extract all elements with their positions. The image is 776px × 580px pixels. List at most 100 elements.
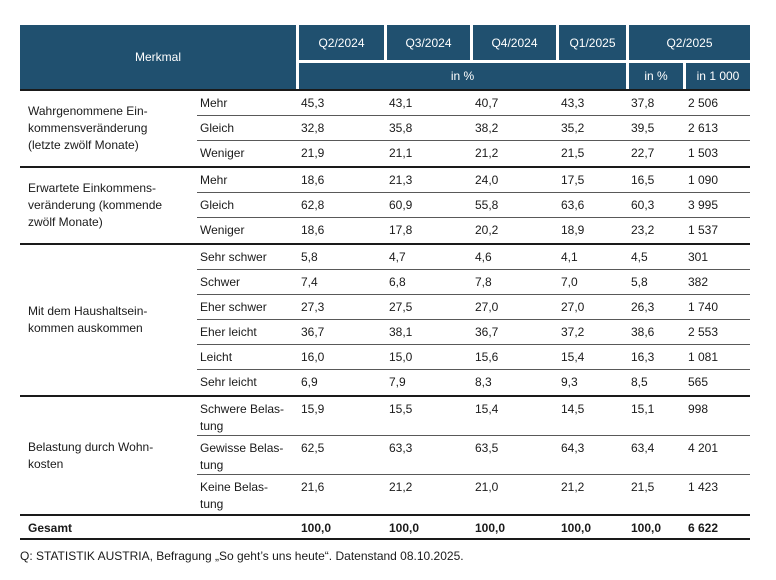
total-value-cell: 100,0 xyxy=(475,521,506,535)
value-cell: 4,5 xyxy=(631,250,648,264)
table-header: Merkmal Q2/2024 Q3/2024 Q4/2024 Q1/2025 … xyxy=(20,25,750,91)
table-row: Sehr leicht 6,9 7,9 8,3 9,3 8,5 565 xyxy=(197,370,750,395)
group-rows: Schwere Belas- tung 15,9 15,5 15,4 14,5 15,1 9… xyxy=(197,397,750,514)
value-cell: 14,5 xyxy=(561,402,585,416)
group-rows: Sehr schwer 5,8 4,7 4,6 4,1 4,5 301 Schwer 7,4 6,… xyxy=(197,245,750,395)
value-cell: 24,0 xyxy=(475,173,499,187)
value-cell: 22,7 xyxy=(631,146,655,160)
table-row: Keine Belas- tung 21,6 21,2 21,0 21,2 21,5 1 4… xyxy=(197,475,750,514)
merkmal-group: Mit dem Haushaltsein- kommen auskommen Se… xyxy=(20,245,750,397)
group-label: Erwartete Einkommens- veränderung (komme… xyxy=(28,181,163,229)
row-label: Sehr leicht xyxy=(200,375,257,389)
value-cell: 37,2 xyxy=(561,325,585,339)
table-body: Wahrgenommene Ein- kommensveränderung (l… xyxy=(20,91,750,516)
value-cell: 63,6 xyxy=(561,198,585,212)
value-cell: 15,4 xyxy=(475,402,499,416)
value-cell: 16,5 xyxy=(631,173,655,187)
value-cell: 15,1 xyxy=(631,402,655,416)
row-label: Eher leicht xyxy=(200,325,257,339)
value-cell: 15,4 xyxy=(561,350,585,364)
value-cell: 62,8 xyxy=(301,198,325,212)
row-label: Weniger xyxy=(200,146,245,160)
value-cell: 382 xyxy=(688,275,709,289)
value-cell: 1 537 xyxy=(688,223,719,237)
row-label: Gleich xyxy=(200,198,235,212)
row-label: Eher schwer xyxy=(200,300,267,314)
table-row: Gewisse Belas- tung 62,5 63,3 63,5 64,3 63,4 4… xyxy=(197,436,750,475)
header-unit-percent-q2-2025: in % xyxy=(626,60,683,89)
value-cell: 4,6 xyxy=(475,250,492,264)
value-cell: 21,2 xyxy=(389,480,413,494)
value-cell: 43,3 xyxy=(561,96,585,110)
value-cell: 27,3 xyxy=(301,300,325,314)
value-cell: 16,3 xyxy=(631,350,655,364)
value-cell: 565 xyxy=(688,375,709,389)
merkmal-group: Wahrgenommene Ein- kommensveränderung (l… xyxy=(20,91,750,168)
total-value-cell: 100,0 xyxy=(301,521,332,535)
value-cell: 6,9 xyxy=(301,375,318,389)
value-cell: 18,6 xyxy=(301,223,325,237)
value-cell: 1 503 xyxy=(688,146,719,160)
value-cell: 21,3 xyxy=(389,173,413,187)
value-cell: 45,3 xyxy=(301,96,325,110)
value-cell: 21,6 xyxy=(301,480,325,494)
group-label: Belastung durch Wohn- kosten xyxy=(28,439,154,471)
value-cell: 7,9 xyxy=(389,375,406,389)
table-row: Mehr 18,6 21,3 24,0 17,5 16,5 1 090 xyxy=(197,168,750,193)
value-cell: 21,1 xyxy=(389,146,413,160)
value-cell: 64,3 xyxy=(561,441,585,455)
value-cell: 27,0 xyxy=(475,300,499,314)
total-value-cell: 100,0 xyxy=(631,521,662,535)
value-cell: 18,6 xyxy=(301,173,325,187)
header-q2-2024: Q2/2024 xyxy=(296,25,384,60)
value-cell: 36,7 xyxy=(475,325,499,339)
header-merkmal: Merkmal xyxy=(20,25,296,89)
row-label: Schwer xyxy=(200,275,241,289)
group-rows: Mehr 45,3 43,1 40,7 43,3 37,8 2 506 Gleich 32,8 3… xyxy=(197,91,750,166)
value-cell: 1 423 xyxy=(688,480,719,494)
table-row: Eher leicht 36,7 38,1 36,7 37,2 38,6 2 553 xyxy=(197,320,750,345)
value-cell: 3 995 xyxy=(688,198,719,212)
value-cell: 39,5 xyxy=(631,121,655,135)
value-cell: 37,8 xyxy=(631,96,655,110)
value-cell: 55,8 xyxy=(475,198,499,212)
value-cell: 36,7 xyxy=(301,325,325,339)
value-cell: 21,0 xyxy=(475,480,499,494)
value-cell: 17,5 xyxy=(561,173,585,187)
row-label: Gleich xyxy=(200,121,235,135)
value-cell: 998 xyxy=(688,402,709,416)
value-cell: 8,5 xyxy=(631,375,648,389)
source-note: Q: STATISTIK AUSTRIA, Befragung „So geht… xyxy=(20,549,464,563)
value-cell: 38,6 xyxy=(631,325,655,339)
value-cell: 62,5 xyxy=(301,441,325,455)
value-cell: 8,3 xyxy=(475,375,492,389)
value-cell: 63,5 xyxy=(475,441,499,455)
value-cell: 20,2 xyxy=(475,223,499,237)
row-label: Mehr xyxy=(200,96,228,110)
header-q2-2025: Q2/2025 xyxy=(626,25,750,60)
value-cell: 15,6 xyxy=(475,350,499,364)
value-cell: 4 201 xyxy=(688,441,719,455)
value-cell: 2 553 xyxy=(688,325,719,339)
value-cell: 21,9 xyxy=(301,146,325,160)
header-q4-2024: Q4/2024 xyxy=(470,25,556,60)
group-rows: Mehr 18,6 21,3 24,0 17,5 16,5 1 090 Gleich 62,8 6… xyxy=(197,168,750,243)
value-cell: 9,3 xyxy=(561,375,578,389)
value-cell: 35,2 xyxy=(561,121,585,135)
table-row: Gleich 32,8 35,8 38,2 35,2 39,5 2 613 xyxy=(197,116,750,141)
value-cell: 38,2 xyxy=(475,121,499,135)
value-cell: 5,8 xyxy=(631,275,648,289)
total-value-cell: 100,0 xyxy=(561,521,592,535)
value-cell: 63,4 xyxy=(631,441,655,455)
row-label: Leicht xyxy=(200,350,233,364)
total-value-cell: 100,0 xyxy=(389,521,420,535)
value-cell: 21,2 xyxy=(561,480,585,494)
value-cell: 7,8 xyxy=(475,275,492,289)
table-row: Eher schwer 27,3 27,5 27,0 27,0 26,3 1 740 xyxy=(197,295,750,320)
value-cell: 4,7 xyxy=(389,250,406,264)
value-cell: 26,3 xyxy=(631,300,655,314)
value-cell: 27,5 xyxy=(389,300,413,314)
total-row: Gesamt 100,0 100,0 100,0 100,0 100,0 6 622 xyxy=(20,516,750,540)
value-cell: 38,1 xyxy=(389,325,413,339)
